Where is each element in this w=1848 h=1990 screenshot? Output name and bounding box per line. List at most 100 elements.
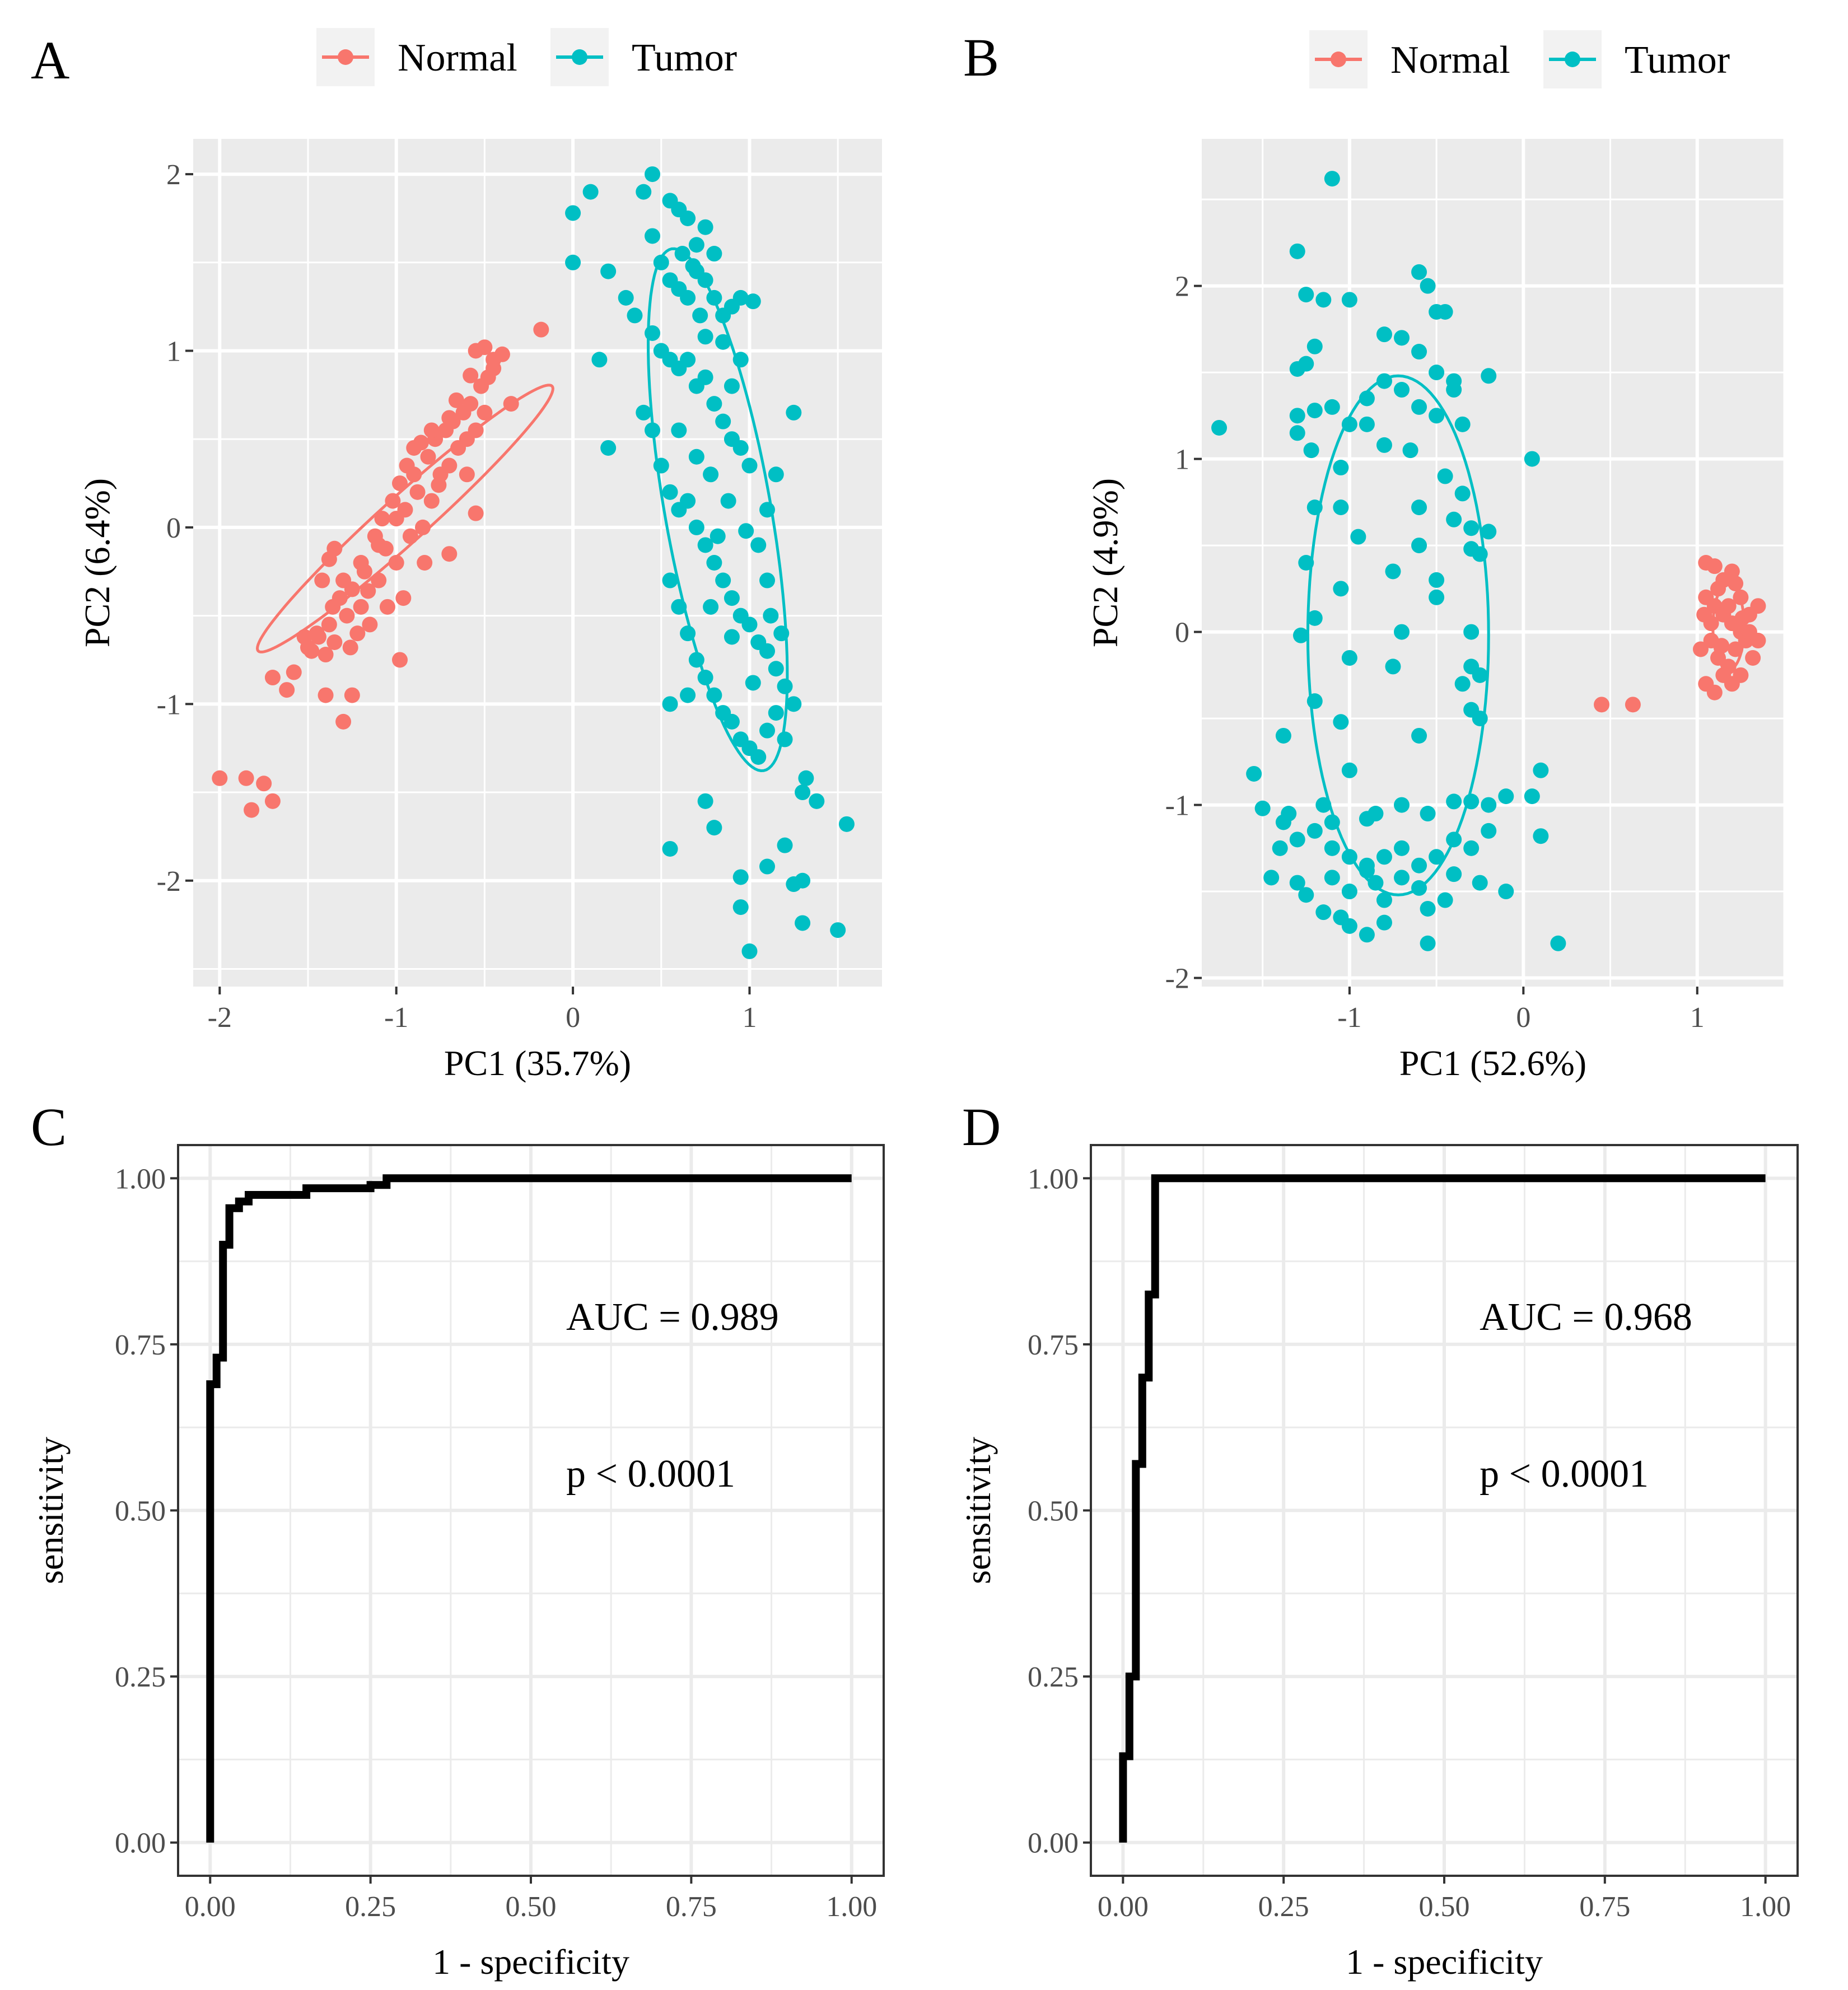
- point-tumor: [645, 166, 660, 183]
- panel-letter: C: [31, 1097, 67, 1157]
- point-tumor: [1246, 765, 1262, 782]
- point-tumor: [1341, 762, 1357, 778]
- point-normal: [399, 457, 415, 474]
- point-tumor: [715, 572, 731, 588]
- point-tumor: [1298, 356, 1314, 372]
- point-tumor: [1481, 524, 1497, 540]
- point-normal: [1750, 598, 1766, 614]
- point-tumor: [706, 246, 722, 262]
- point-tumor: [636, 184, 652, 200]
- point-normal: [1696, 606, 1712, 623]
- point-tumor: [1429, 589, 1445, 605]
- point-tumor: [759, 858, 775, 875]
- x-tick-label: 0.25: [345, 1891, 396, 1923]
- x-tick-label: 1: [742, 1002, 757, 1034]
- point-normal: [339, 608, 355, 624]
- y-tick-label: 0.50: [115, 1496, 166, 1527]
- point-tumor: [706, 396, 722, 412]
- panel-c: C 0.00 0.25 0.50 0.75 1.00 0.00 0.25 0.50 0.75 1.0…: [31, 1097, 885, 1982]
- point-tumor: [1368, 875, 1384, 891]
- roc-curve-line: [1119, 1174, 1766, 1843]
- point-normal: [256, 776, 272, 792]
- point-tumor: [724, 629, 740, 645]
- point-normal: [423, 422, 440, 438]
- point-tumor: [1289, 875, 1305, 891]
- y-tick-label: 0.75: [115, 1329, 166, 1361]
- point-tumor: [1341, 292, 1357, 308]
- point-tumor: [1359, 927, 1375, 943]
- y-tick-label: 0.00: [1028, 1828, 1079, 1860]
- point-normal: [353, 555, 369, 571]
- y-tick-label: 0.00: [115, 1828, 166, 1860]
- y-tick-label: 1: [166, 336, 181, 368]
- point-normal: [349, 625, 366, 642]
- point-normal: [1706, 684, 1723, 700]
- point-tumor: [759, 643, 775, 659]
- gridlines: [1202, 139, 1785, 987]
- legend-label-tumor: Tumor: [632, 36, 737, 80]
- point-tumor: [786, 404, 802, 421]
- point-tumor: [582, 184, 599, 200]
- point-tumor: [768, 661, 784, 677]
- point-tumor: [1333, 499, 1349, 516]
- x-tick-label: 0.75: [1579, 1891, 1630, 1923]
- point-normal: [477, 339, 493, 356]
- point-tumor: [715, 413, 731, 429]
- panel-a: A -2 -1 0 1 -2 -1 0 1 2 PC1 (35.7%) PC2 (6.4%) Norma…: [31, 28, 882, 1083]
- x-tick-label: 1: [1690, 1002, 1705, 1034]
- point-tumor: [720, 493, 736, 509]
- gridlines: [1091, 1145, 1798, 1876]
- point-tumor: [1275, 727, 1291, 744]
- point-tumor: [565, 254, 581, 270]
- point-normal: [238, 770, 254, 786]
- point-tumor: [1359, 416, 1375, 432]
- point-normal: [1734, 610, 1751, 626]
- point-tumor: [680, 352, 696, 368]
- x-tick-label: -2: [208, 1002, 232, 1034]
- point-normal: [374, 511, 390, 527]
- point-tumor: [738, 523, 754, 539]
- point-normal: [395, 590, 412, 606]
- point-tumor: [1315, 292, 1332, 308]
- legend-label-tumor: Tumor: [1625, 39, 1730, 82]
- point-tumor: [768, 466, 784, 483]
- point-tumor: [1341, 650, 1357, 666]
- point-tumor: [1429, 408, 1445, 424]
- point-tumor: [1420, 900, 1436, 917]
- point-tumor: [759, 722, 775, 739]
- point-normal: [286, 664, 302, 680]
- point-tumor: [759, 572, 775, 588]
- point-normal: [1728, 641, 1744, 657]
- point-tumor: [1394, 330, 1410, 346]
- point-tumor: [1437, 892, 1453, 908]
- point-normal: [1745, 650, 1761, 666]
- point-tumor: [1481, 823, 1497, 839]
- point-tumor: [1411, 499, 1427, 516]
- point-tumor: [745, 293, 761, 310]
- point-tumor: [1420, 806, 1436, 822]
- point-tumor: [636, 404, 652, 421]
- point-tumor: [697, 793, 713, 809]
- point-tumor: [697, 369, 713, 385]
- point-tumor: [732, 899, 749, 915]
- p-value-annotation: p < 0.0001: [1480, 1452, 1649, 1496]
- point-tumor: [777, 678, 793, 694]
- point-tumor: [1324, 870, 1340, 886]
- point-tumor: [1306, 610, 1323, 626]
- x-tick-label: 0: [1516, 1002, 1530, 1034]
- point-tumor: [1368, 806, 1384, 822]
- point-tumor: [1263, 870, 1280, 886]
- point-tumor: [692, 307, 708, 324]
- x-tick-label: 0.75: [666, 1891, 717, 1923]
- point-tumor: [1446, 511, 1462, 527]
- point-normal: [1714, 638, 1730, 654]
- point-tumor: [795, 915, 811, 931]
- point-normal: [353, 599, 369, 615]
- x-tick-label: 0.00: [185, 1891, 236, 1923]
- point-normal: [326, 540, 343, 557]
- y-tick-label: 1: [1175, 444, 1189, 476]
- point-tumor: [1275, 814, 1291, 830]
- point-tumor: [1394, 840, 1410, 856]
- point-tumor: [680, 493, 696, 509]
